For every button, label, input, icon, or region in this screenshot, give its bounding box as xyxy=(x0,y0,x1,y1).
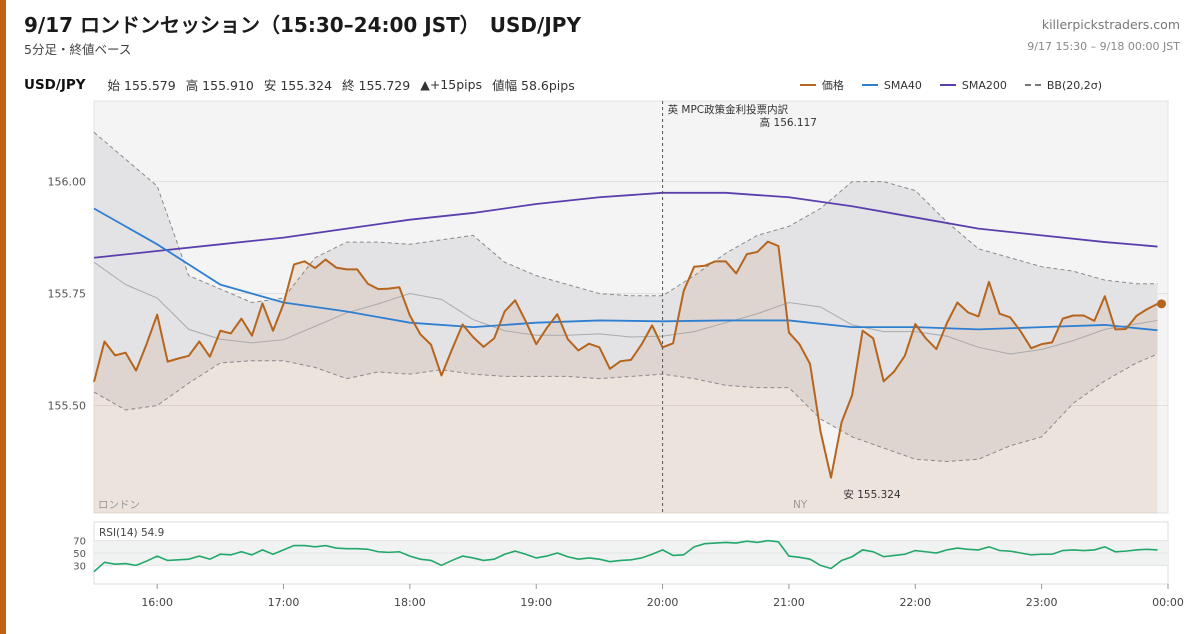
legend-swatch-sma40 xyxy=(861,84,878,86)
rsi-line xyxy=(93,539,1158,573)
chart-legend: 価格 SMA40 SMA200 BB(20,2σ) xyxy=(782,77,1102,93)
date-range: 9/17 15:30 – 9/18 00:00 JST xyxy=(1027,40,1180,53)
x-tick-label: 21:00 xyxy=(773,596,805,609)
legend-label-sma40: SMA40 xyxy=(883,78,922,92)
high-annotation: 高 156.117 xyxy=(760,116,817,129)
sma200-line xyxy=(93,191,1158,259)
x-tick-label: 23:00 xyxy=(1026,596,1058,609)
rsi-title: RSI(14) 54.9 xyxy=(99,527,164,539)
x-tick-label: 16:00 xyxy=(141,596,173,609)
x-tick-label: 19:00 xyxy=(520,596,552,609)
rsi-y-tick-label: 70 xyxy=(73,537,86,548)
y-tick-label: 155.75 xyxy=(48,288,87,301)
legend-swatch-sma200 xyxy=(939,84,956,86)
x-tick-label: 00:00 xyxy=(1152,596,1184,609)
low-annotation: 安 155.324 xyxy=(843,488,901,501)
high-value: 高 155.910 xyxy=(185,78,254,93)
x-tick-label: 22:00 xyxy=(899,596,931,609)
site-name[interactable]: killerpickstraders.com xyxy=(1041,17,1180,32)
last-price-marker xyxy=(1157,299,1167,309)
session-label-ny: NY xyxy=(793,499,808,511)
ohlc-info-bar: USD/JPY 始 155.579 高 155.910 安 155.324 終 … xyxy=(24,75,585,94)
bb-lower-line xyxy=(93,353,1158,463)
change-value: ▲+15pips xyxy=(420,77,483,92)
legend-item-price[interactable]: 価格 xyxy=(799,77,844,93)
bb-mid-line xyxy=(93,261,1158,355)
legend-label-sma200: SMA200 xyxy=(961,78,1007,92)
x-tick-label: 20:00 xyxy=(647,596,679,609)
page-subtitle: 5分足・終値ベース xyxy=(24,42,132,57)
x-tick-label: 17:00 xyxy=(268,596,300,609)
open-value: 始 155.579 xyxy=(107,78,176,93)
y-tick-label: 155.50 xyxy=(48,400,87,413)
legend-label-bb: BB(20,2σ) xyxy=(1046,78,1102,92)
legend-label-price: 価格 xyxy=(821,79,844,92)
legend-swatch-bb xyxy=(1024,84,1041,86)
session-label-london: ロンドン xyxy=(98,499,140,511)
legend-swatch-price xyxy=(799,84,816,86)
x-tick-label: 18:00 xyxy=(394,596,426,609)
bb-band-fill xyxy=(94,132,1158,462)
symbol-label: USD/JPY xyxy=(24,76,86,93)
price-line xyxy=(93,240,1158,479)
close-value: 終 155.729 xyxy=(342,78,411,93)
legend-item-bb[interactable]: BB(20,2σ) xyxy=(1024,78,1102,92)
event-label: 英 MPC政策金利投票内訳 xyxy=(668,103,789,116)
rsi-y-tick-label: 50 xyxy=(73,549,86,560)
page-title: 9/17 ロンドンセッション（15:30–24:00 JST） USD/JPY xyxy=(24,13,581,37)
range-value: 値幅 58.6pips xyxy=(492,78,575,93)
legend-item-sma200[interactable]: SMA200 xyxy=(939,78,1007,92)
legend-item-sma40[interactable]: SMA40 xyxy=(861,78,922,92)
sma40-line xyxy=(93,207,1158,332)
y-tick-label: 156.00 xyxy=(48,176,87,189)
rsi-y-tick-label: 30 xyxy=(73,561,86,572)
low-value: 安 155.324 xyxy=(263,78,333,93)
accent-bar xyxy=(0,0,6,634)
